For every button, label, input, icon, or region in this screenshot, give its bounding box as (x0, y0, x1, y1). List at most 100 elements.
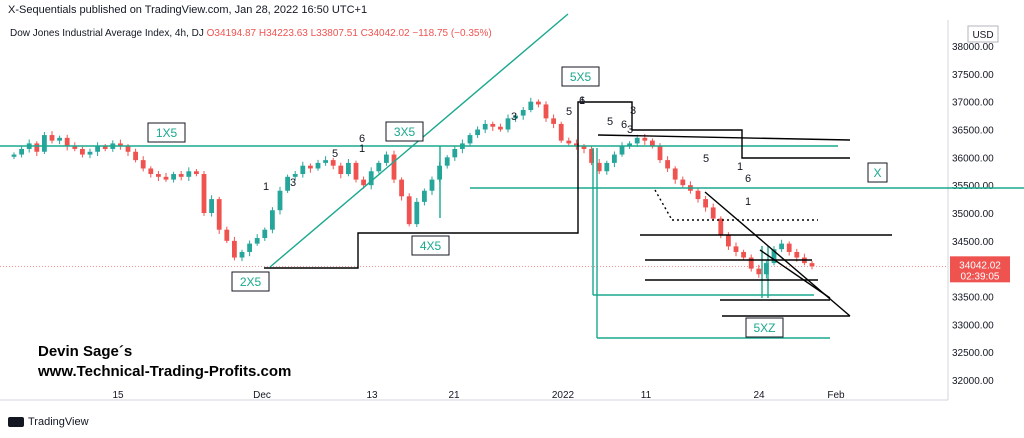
candle (118, 143, 123, 147)
candle (308, 165, 313, 169)
open-value: O34194.87 (206, 28, 257, 39)
candle (209, 199, 214, 213)
sequence-number: 6 (745, 173, 751, 185)
candle (262, 229, 268, 239)
candle (444, 157, 450, 166)
black-step-line (264, 101, 850, 269)
annotation-box (867, 162, 888, 183)
y-tick-label: 34500.00 (952, 237, 994, 248)
y-tick-label: 32500.00 (952, 348, 994, 359)
candle (642, 137, 648, 141)
candle (376, 162, 382, 172)
candle (80, 148, 85, 155)
tradingview-footer[interactable]: TradingView (8, 416, 89, 428)
candle (102, 146, 108, 149)
candle (11, 154, 17, 157)
candle (247, 243, 252, 252)
candle (368, 171, 374, 186)
candle (627, 143, 632, 147)
candle (353, 162, 359, 180)
candle (42, 135, 47, 152)
currency-label: USD (972, 30, 993, 41)
candle (528, 101, 534, 111)
candle (300, 165, 306, 175)
candle (216, 199, 222, 230)
y-tick-label: 33000.00 (952, 320, 994, 331)
x-tick-label: 2022 (552, 390, 575, 401)
candle (741, 251, 746, 258)
candle (194, 171, 199, 175)
candle (505, 118, 511, 130)
change-value: −118.75 (−0.35%) (412, 28, 492, 39)
candle (414, 201, 420, 225)
black-horizontal-1 (597, 134, 851, 141)
sequence-number: 1 (359, 143, 365, 155)
candle (285, 176, 290, 191)
candle (232, 240, 237, 258)
candle (87, 151, 93, 155)
candle (323, 160, 328, 163)
candle (399, 179, 404, 197)
candle (57, 137, 62, 141)
candle (672, 168, 678, 180)
annotation-box-label: 5XZ (753, 321, 775, 335)
sequence-number: 3 (290, 177, 296, 189)
candle (733, 246, 739, 252)
candle (125, 146, 131, 152)
author-site[interactable]: www.Technical-Trading-Profits.com (38, 363, 292, 380)
candle (406, 196, 412, 225)
candle (710, 207, 716, 219)
symbol-name: Dow Jones Industrial Average Index, 4h, … (10, 28, 204, 39)
annotation-box (147, 122, 186, 143)
annotation-box-label: 5X5 (570, 70, 592, 84)
candle (330, 160, 336, 166)
candle (574, 143, 579, 147)
candle (186, 171, 192, 177)
y-tick-label: 33500.00 (952, 293, 994, 304)
price-badge-value: 34042.02 (959, 260, 1001, 271)
candle (49, 135, 55, 141)
sequence-number: 5 (566, 106, 572, 118)
candle (726, 235, 731, 247)
candle (748, 257, 754, 269)
dotted-diagonal (654, 189, 673, 221)
candle (619, 146, 625, 155)
candle (558, 123, 564, 141)
y-tick-label: 38000.00 (952, 42, 994, 53)
candle (384, 154, 389, 163)
annotation-box-label: 4X5 (420, 239, 442, 253)
candle (270, 210, 275, 230)
candle (452, 148, 458, 158)
candle (680, 179, 686, 186)
annotation-box (561, 66, 600, 87)
candle (475, 129, 480, 136)
candle (695, 190, 701, 200)
candle (482, 123, 488, 130)
y-tick-label: 37000.00 (952, 98, 994, 109)
sequence-number: 1 (263, 181, 269, 193)
candle (163, 176, 169, 180)
annotation-box (745, 317, 784, 338)
high-value: H34223.63 (258, 28, 308, 39)
candle (148, 168, 154, 175)
candle (391, 154, 397, 180)
candle (551, 118, 556, 124)
candle (178, 174, 184, 177)
candle (589, 148, 594, 163)
sequence-number: 5 (332, 148, 338, 160)
candle (596, 162, 602, 172)
candle (239, 251, 245, 258)
y-tick-label: 35500.00 (952, 181, 994, 192)
candle (95, 146, 100, 152)
candle (64, 137, 70, 147)
y-tick-label: 36000.00 (952, 153, 994, 164)
candle (794, 251, 800, 258)
tradingview-logo-icon (8, 417, 24, 427)
candle (703, 199, 708, 208)
tradingview-label: TradingView (28, 416, 89, 428)
candle (72, 146, 78, 149)
candle (809, 263, 815, 267)
price-badge (950, 256, 1010, 283)
x-tick-label: Feb (827, 390, 845, 401)
